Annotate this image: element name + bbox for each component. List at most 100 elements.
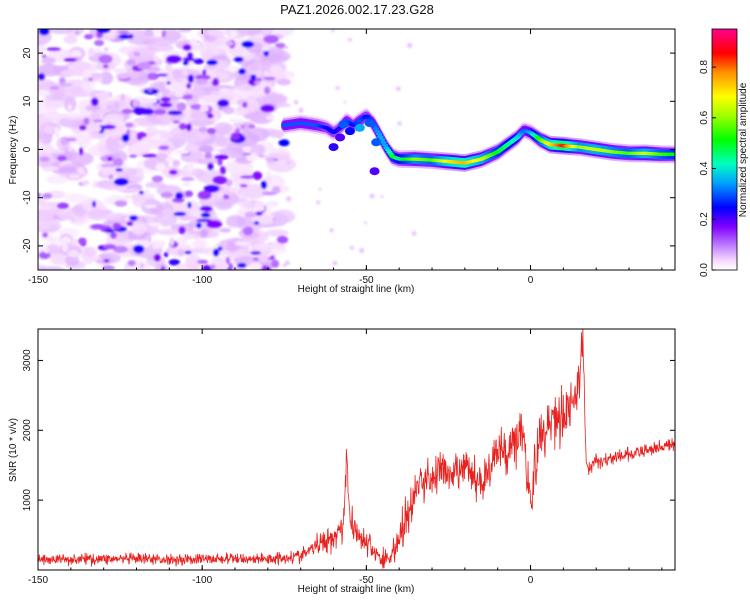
- noise-blob: [155, 163, 166, 171]
- noise-blob: [199, 104, 209, 113]
- noise-blob: [64, 193, 90, 204]
- noise-blob: [225, 256, 230, 265]
- noise-blob: [104, 113, 125, 123]
- spectrogram-y-ticks: -20 -10 0 10 20: [22, 47, 675, 253]
- colorbar-label: Normalized spectral amplitude: [738, 82, 749, 217]
- noise-blob: [364, 221, 367, 225]
- noise-blob: [259, 29, 273, 37]
- noise-blob: [407, 42, 413, 48]
- noise-blob: [133, 244, 145, 254]
- noise-blob: [196, 222, 202, 229]
- ridge-cell: [381, 143, 389, 147]
- noise-blob: [246, 127, 269, 142]
- noise-blob: [230, 119, 243, 123]
- noise-blob: [168, 259, 181, 266]
- noise-blob: [278, 139, 290, 147]
- snr-line: [38, 329, 675, 569]
- noise-blob: [96, 252, 121, 264]
- noise-blob: [265, 200, 279, 208]
- noise-blob: [68, 145, 73, 152]
- noise-blob: [174, 150, 190, 155]
- noise-blob: [184, 190, 194, 198]
- noise-blob: [44, 110, 60, 119]
- noise-blob: [181, 128, 202, 138]
- noise-blob: [182, 56, 195, 62]
- noise-blob: [349, 245, 354, 250]
- noise-blob: [85, 104, 101, 112]
- noise-blob: [140, 108, 154, 116]
- noise-blob: [160, 265, 166, 270]
- ridge-cell: [335, 133, 346, 142]
- noise-blob: [110, 231, 117, 239]
- x-tick-label: 0: [528, 575, 534, 586]
- noise-blob: [118, 34, 132, 40]
- spectrogram-y-axis-label: Frequency (Hz): [8, 116, 19, 185]
- noise-blob: [359, 247, 365, 254]
- noise-blob: [123, 195, 131, 199]
- noise-blob: [174, 93, 184, 97]
- noise-blob: [239, 184, 248, 188]
- noise-blob: [207, 162, 214, 171]
- noise-blob: [120, 93, 125, 102]
- noise-blob: [81, 180, 90, 186]
- noise-blob: [228, 47, 245, 55]
- colorbar-tick-label: 0.8: [699, 60, 710, 74]
- noise-blob: [253, 221, 260, 225]
- noise-blob: [219, 88, 229, 93]
- noise-blob: [67, 249, 79, 258]
- colorbar-tick-label: 0.4: [699, 161, 710, 175]
- noise-blob: [108, 174, 114, 180]
- ridge-cell: [369, 167, 380, 176]
- noise-blob: [188, 119, 215, 127]
- noise-blob: [147, 72, 159, 81]
- noise-blob: [70, 50, 82, 59]
- noise-blob: [115, 73, 130, 80]
- noise-blob: [56, 155, 67, 162]
- noise-blob: [53, 65, 69, 71]
- noise-blob: [173, 211, 187, 217]
- noise-blob: [78, 237, 87, 245]
- noise-blob: [219, 228, 232, 233]
- noise-blob: [242, 146, 252, 152]
- noise-blob: [248, 143, 266, 156]
- noise-blob: [124, 217, 131, 221]
- noise-blob: [181, 69, 189, 77]
- noise-blob: [260, 54, 288, 62]
- noise-blob: [54, 126, 59, 133]
- noise-blob: [269, 65, 283, 75]
- noise-blob: [206, 127, 216, 135]
- noise-blob: [203, 184, 220, 193]
- noise-blob: [282, 263, 287, 268]
- noise-blob: [155, 153, 168, 161]
- noise-blob: [84, 33, 94, 40]
- noise-blob: [172, 159, 181, 167]
- noise-blob: [88, 256, 102, 261]
- x-tick-label: 0: [528, 275, 534, 286]
- noise-blob: [138, 190, 145, 195]
- figure-title: PAZ1.2026.002.17.23.G28: [280, 2, 434, 17]
- noise-blob: [178, 122, 187, 130]
- noise-blob: [265, 229, 289, 237]
- noise-blob: [212, 48, 221, 56]
- ridge-cell: [375, 132, 383, 136]
- noise-blob: [132, 192, 147, 208]
- noise-blob: [42, 166, 59, 171]
- noise-blob: [153, 253, 162, 262]
- noise-blob: [67, 104, 73, 111]
- ridge-cell: [338, 120, 349, 129]
- y-tick-label: 10: [22, 95, 33, 107]
- x-tick-label: -50: [359, 575, 374, 586]
- noise-blob: [62, 112, 87, 120]
- noise-blob: [78, 124, 87, 131]
- ridge-cell: [671, 152, 675, 156]
- colorbar-ticks: 0.0 0.2 0.4 0.6 0.8: [699, 60, 716, 277]
- noise-blob: [153, 108, 167, 115]
- noise-blob: [199, 205, 213, 213]
- y-tick-label: 1000: [22, 489, 33, 512]
- noise-blob: [184, 142, 205, 155]
- noise-blob: [89, 224, 106, 230]
- noise-blob: [126, 59, 136, 66]
- noise-blob: [249, 262, 263, 270]
- noise-blob: [145, 127, 158, 134]
